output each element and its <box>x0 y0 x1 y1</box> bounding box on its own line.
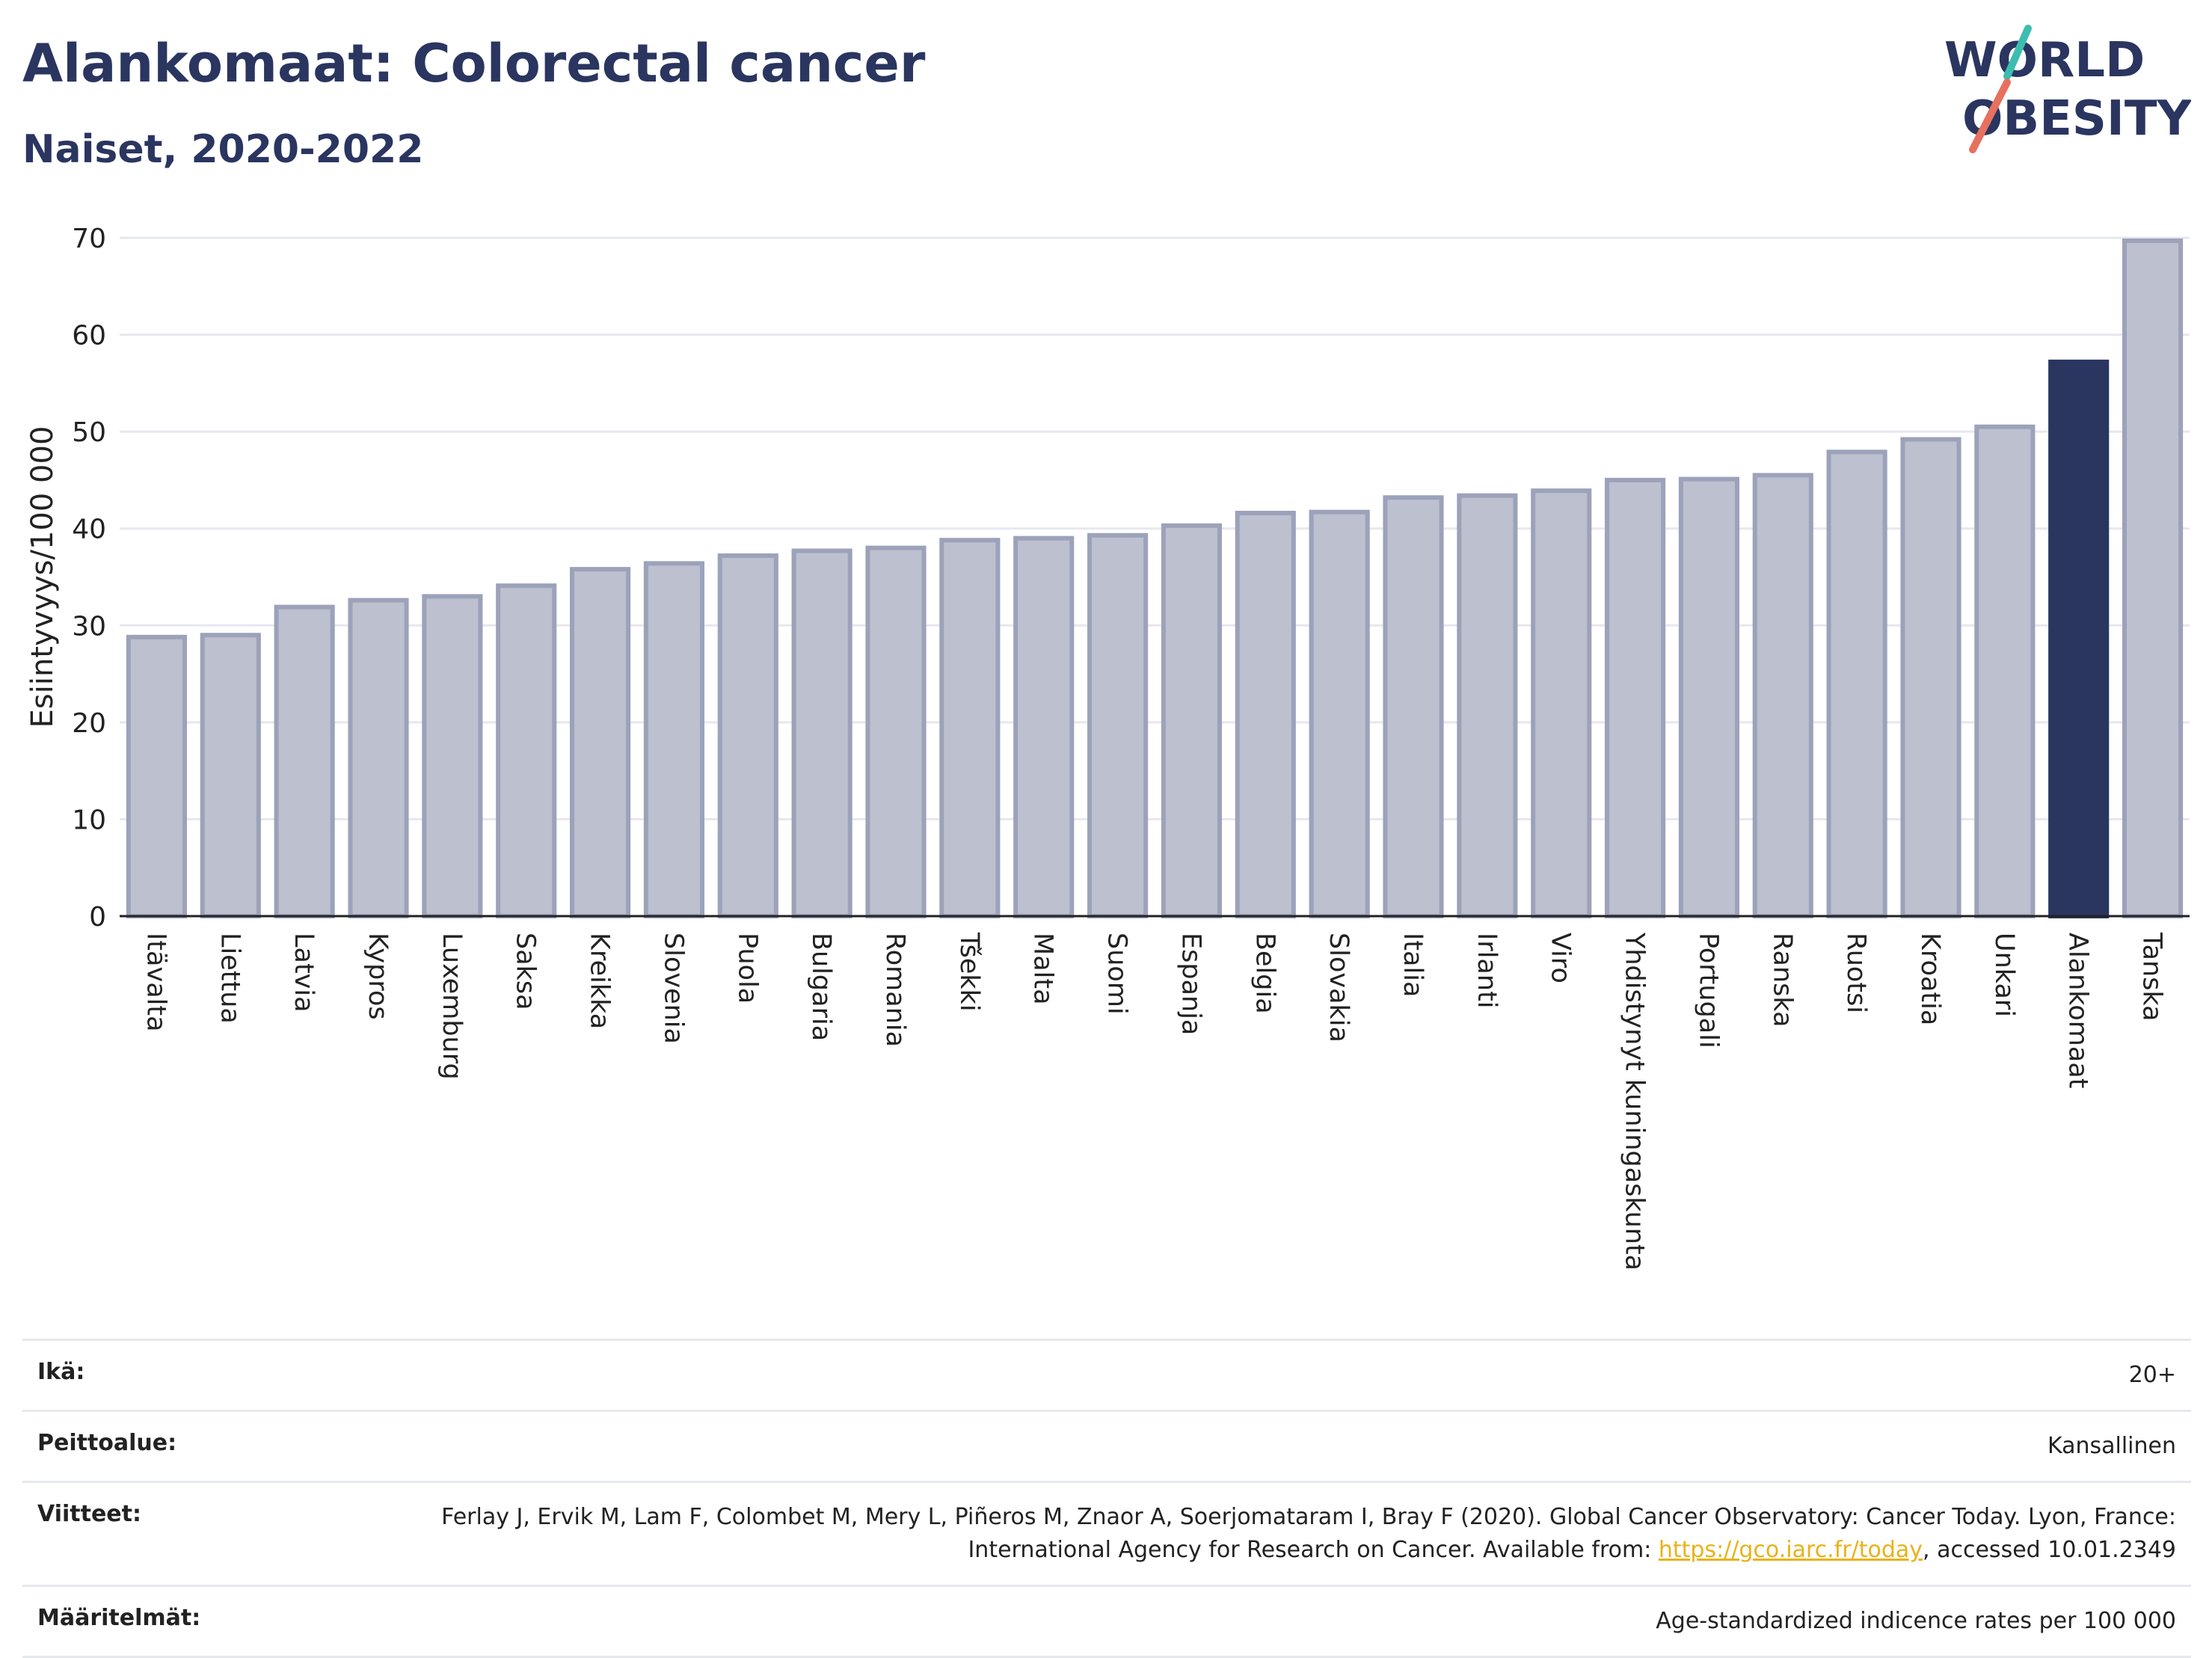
bar-highlight <box>2048 359 2110 918</box>
bar <box>496 583 557 918</box>
logo-slash-red <box>1969 79 2011 153</box>
bar <box>1087 532 1149 919</box>
bar <box>126 634 187 918</box>
x-tick-label: Viro <box>1546 933 1576 983</box>
x-tick-label: Alankomaat <box>2063 933 2093 1088</box>
x-tick-label: Suomi <box>1102 933 1132 1015</box>
x-tick-label: Kreikka <box>585 933 615 1029</box>
meta-row-age: Ikä: 20+ <box>22 1339 2191 1411</box>
y-tick-label: 30 <box>72 611 106 642</box>
y-tick-label: 20 <box>72 708 106 739</box>
bar <box>1013 535 1075 919</box>
bar <box>865 545 927 919</box>
meta-references-label: Viitteet: <box>37 1501 141 1527</box>
x-tick-label: Puola <box>732 933 762 1004</box>
meta-row-definitions: Määritelmät: Age-standardized indicence … <box>22 1585 2191 1657</box>
x-tick-label: Latvia <box>289 933 319 1013</box>
metadata-table: Ikä: 20+ Peittoalue: Kansallinen Viittee… <box>22 1339 2191 1658</box>
bar <box>1309 509 1370 918</box>
y-tick-label: 60 <box>72 321 106 351</box>
y-axis-label: Esiintyvyys/100 000 <box>25 426 60 728</box>
x-tick-label: Ranska <box>1767 933 1797 1028</box>
bar <box>1605 477 1666 918</box>
bar-chart: 0 10 20 30 40 50 60 70 Itävalta Liettua Latvia Kyp… <box>25 224 2190 1271</box>
x-tick-label: Romania <box>880 933 910 1047</box>
y-tick-label: 50 <box>72 417 106 448</box>
meta-definitions-label: Määritelmät: <box>37 1605 201 1631</box>
logo-word-1: WORLD <box>1944 33 2145 88</box>
bar <box>717 553 778 918</box>
x-tick-label: Kroatia <box>1915 933 1945 1025</box>
x-tick-label: Malta <box>1028 933 1058 1005</box>
x-tick-label: Portugali <box>1693 933 1723 1048</box>
x-tick-label: Saksa <box>511 933 541 1010</box>
x-tick-label: Kypros <box>363 933 393 1020</box>
y-axis-ticks: 0 10 20 30 40 50 60 70 <box>72 224 106 933</box>
x-tick-label: Italia <box>1398 933 1428 997</box>
bar <box>1974 424 2036 918</box>
y-tick-label: 10 <box>72 805 106 835</box>
bar <box>643 561 704 918</box>
meta-row-coverage: Peittoalue: Kansallinen <box>22 1410 2191 1482</box>
x-tick-label: Ruotsi <box>1841 933 1871 1013</box>
bar <box>2122 238 2184 918</box>
meta-references-value: Ferlay J, Ervik M, Lam F, Colombet M, Me… <box>441 1504 2176 1563</box>
x-tick-label: Irlanti <box>1472 933 1502 1009</box>
bar <box>939 538 1001 919</box>
x-tick-label: Luxemburg <box>437 933 467 1080</box>
bar <box>1752 473 1813 918</box>
x-tick-label: Liettua <box>215 933 245 1024</box>
meta-age-label: Ikä: <box>37 1359 85 1385</box>
bar <box>1826 449 1887 918</box>
x-axis-ticks: Itävalta Liettua Latvia Kypros Luxemburg Saks… <box>141 932 2166 1271</box>
world-obesity-logo: WORLD OBESITY <box>1944 25 2191 153</box>
meta-coverage-label: Peittoalue: <box>37 1430 177 1456</box>
bar <box>1678 476 1739 918</box>
x-tick-label: Belgia <box>1250 933 1279 1014</box>
bar <box>1457 493 1518 918</box>
bar <box>1900 437 1961 918</box>
meta-row-references: Viitteet: Ferlay J, Ervik M, Lam F, Colo… <box>22 1482 2191 1586</box>
logo-slash-teal <box>2003 25 2032 80</box>
bar <box>791 548 852 918</box>
meta-age-value: 20+ <box>2128 1362 2176 1388</box>
x-tick-label: Itävalta <box>141 933 170 1032</box>
meta-definitions-value: Age-standardized indicence rates per 100… <box>1656 1608 2176 1634</box>
x-tick-label: Slovenia <box>658 933 688 1044</box>
bar <box>274 604 335 918</box>
x-tick-label: Slovakia <box>1324 933 1354 1043</box>
x-tick-label: Tšekki <box>954 932 984 1012</box>
bar <box>1531 488 1592 918</box>
x-tick-label: Yhdistynyt kuningaskunta <box>1620 932 1650 1271</box>
y-tick-label: 40 <box>72 515 106 545</box>
bar <box>200 633 261 918</box>
y-tick-label: 70 <box>72 224 106 254</box>
y-tick-label: 0 <box>89 902 106 933</box>
chart-subtitle: Naiset, 2020-2022 <box>22 127 424 172</box>
bar <box>422 594 483 919</box>
x-tick-label: Unkari <box>1989 933 2019 1017</box>
bar <box>1235 510 1296 918</box>
bars <box>126 238 2184 919</box>
x-tick-label: Espanja <box>1176 933 1205 1035</box>
x-tick-label: Tanska <box>2137 932 2167 1022</box>
meta-coverage-value: Kansallinen <box>2047 1433 2176 1459</box>
bar <box>348 598 409 919</box>
references-link[interactable]: https://gco.iarc.fr/today <box>1658 1537 1923 1563</box>
bar <box>570 567 631 918</box>
chart-title: Alankomaat: Colorectal cancer <box>22 33 926 94</box>
bar <box>1161 523 1222 918</box>
bar <box>1383 495 1444 918</box>
x-tick-label: Bulgaria <box>806 933 836 1041</box>
